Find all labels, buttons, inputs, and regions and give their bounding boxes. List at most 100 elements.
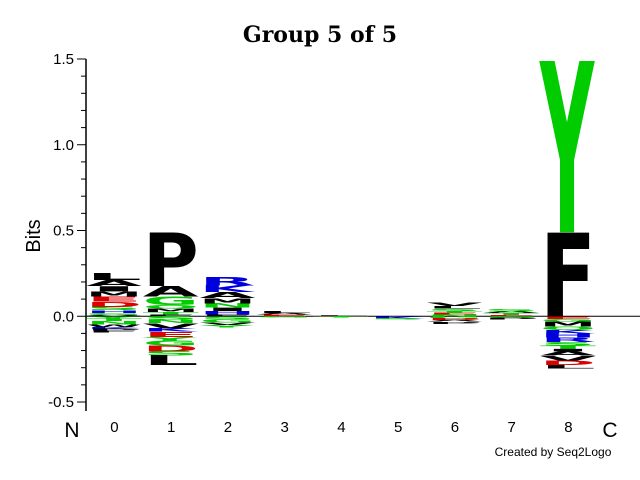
logo-letter: H (200, 310, 256, 315)
logo-letter: G (200, 318, 256, 323)
logo-letter: L (313, 315, 369, 316)
logo-letter: D (427, 318, 483, 321)
logo-letter: E (256, 314, 312, 317)
logo-letter: V (427, 302, 483, 307)
logo-letter: A (256, 312, 313, 315)
position-label: 6 (451, 419, 459, 436)
position-label: 7 (507, 419, 515, 436)
logo-letter: P (427, 321, 483, 324)
logo-letter: N (86, 320, 142, 325)
logo-letter: T (313, 316, 370, 318)
logo-letter: T (483, 313, 540, 316)
logo-letter: E (540, 316, 596, 320)
logo-letter: G (143, 294, 199, 308)
logo-letter: F (540, 209, 596, 344)
logo-letter: H (86, 310, 142, 314)
logo-letter: Y (141, 336, 197, 341)
logo-letter: S (143, 350, 199, 357)
logo-letter: S (200, 316, 256, 320)
logo-letter: A (143, 284, 200, 300)
logo-letter: L (143, 353, 199, 368)
logo-letter: D (313, 315, 369, 316)
y-axis: 1.5 1.0 0.5 0.0 -0.5 (48, 51, 87, 411)
logo-letter: W (86, 324, 142, 328)
logo-letter: M (143, 308, 199, 313)
logo-letter: S (143, 315, 199, 320)
logo-letter: D (143, 344, 199, 354)
y-tick-label: 1.5 (53, 51, 74, 68)
y-tick-label: 0.0 (53, 308, 74, 325)
y-tick-label: 1.0 (53, 137, 74, 154)
logo-letter: F (143, 314, 199, 317)
logo-letter: L (256, 310, 312, 313)
position-label: 0 (110, 419, 118, 436)
logo-letter: G (86, 312, 142, 315)
logo-letter: A (540, 350, 596, 357)
logo-letter: V (540, 354, 596, 362)
x-axis-position-labels: 0 1 2 3 4 5 6 7 8 (110, 419, 572, 436)
position-label: 1 (167, 419, 175, 436)
logo-letter: G (427, 316, 483, 319)
logo-letter: R (540, 337, 596, 344)
logo-letter: G (483, 316, 539, 318)
logo-letter: S (427, 308, 483, 311)
logo-letter: M (540, 320, 596, 328)
logo-letter: Y (85, 316, 142, 319)
logo-letter: I (200, 307, 256, 312)
logo-letter: T (86, 318, 143, 322)
logo-letter: M (200, 297, 256, 305)
y-axis-label: Bits (23, 219, 45, 252)
n-terminal-label: N (64, 419, 79, 442)
logo-letter: V (86, 315, 143, 317)
logo-letter: G (540, 318, 596, 322)
logo-letter: N (427, 314, 483, 317)
logo-letter: D (86, 300, 142, 308)
logo-letter: E (86, 295, 142, 303)
logo-letter: Q (143, 304, 199, 309)
c-terminal-label: C (602, 419, 617, 442)
logo-letter: V (200, 322, 257, 326)
logo-letter: H (540, 332, 596, 339)
position-label: 5 (394, 419, 402, 436)
logo-letter: S (483, 308, 539, 312)
logo-letter: S (540, 341, 596, 346)
logo-letter: V (143, 322, 199, 330)
logo-letter: Y (539, 15, 595, 289)
logo-letter: D (540, 360, 596, 367)
logo-letter: P (143, 219, 199, 304)
position-label: 2 (224, 419, 232, 436)
logo-letter: A (427, 320, 484, 323)
logo-letter: T (427, 310, 484, 313)
logo-letter: L (427, 305, 483, 309)
logo-letter: E (143, 330, 199, 338)
logo-letter: K (200, 283, 256, 294)
logo-letter: R (200, 275, 256, 289)
logo-letter: K (540, 329, 596, 334)
logo-letter: Q (540, 326, 596, 331)
logo-letter: E (427, 312, 483, 315)
logo-letter: L (540, 364, 596, 370)
logo-letter: G (143, 339, 199, 347)
logo-letter: F (200, 314, 256, 317)
logo-letter: K (370, 316, 427, 319)
logo-letter: Y (198, 324, 255, 328)
y-tick-label: 0.5 (53, 223, 74, 240)
logo-letter: I (86, 285, 142, 293)
logo-letter: P (483, 317, 539, 320)
chart-title: Group 5 of 5 (243, 22, 397, 48)
logo-letter: S (370, 318, 426, 320)
position-label: 3 (280, 419, 288, 436)
logo-stacks: VGHSDEMIALYTNWKPFFTMQGAPSNVKEYGDSLFHINMA… (85, 15, 597, 369)
position-label: 4 (337, 419, 345, 436)
logo-letter: G (256, 316, 312, 318)
logo-letter: S (86, 306, 142, 311)
logo-letter: K (86, 326, 143, 329)
logo-letter: K (143, 327, 199, 332)
y-tick-label: -0.5 (48, 394, 74, 411)
logo-letter: L (86, 272, 142, 283)
logo-letter: F (86, 330, 142, 333)
logo-letter: P (86, 328, 142, 331)
logo-letter: N (200, 302, 256, 309)
position-label: 8 (564, 419, 572, 436)
